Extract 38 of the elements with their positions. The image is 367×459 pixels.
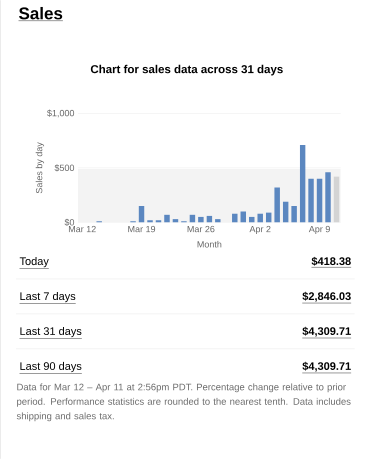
x-tick-label: Apr 9 [308, 226, 330, 234]
y-tick-label: $0 [64, 218, 74, 226]
bar [266, 212, 272, 222]
bar [198, 216, 204, 222]
bar [308, 178, 314, 222]
x-tick-label: Mar 26 [188, 226, 215, 232]
bar [334, 176, 340, 222]
bar [274, 188, 280, 222]
text: Last 7 days [20, 292, 76, 302]
bar [316, 178, 322, 222]
bar [325, 172, 331, 222]
bar [283, 202, 289, 222]
bar [240, 211, 246, 222]
text: Last 90 days [20, 362, 82, 372]
text: $418.38 [312, 256, 351, 266]
text: Last 31 days [20, 326, 82, 338]
chart-subtitle: Chart for sales data across 31 days [91, 64, 283, 76]
bar [292, 206, 298, 222]
text: $4,309.71 [302, 326, 351, 337]
bar [172, 219, 178, 222]
bar [164, 214, 170, 222]
bar [249, 216, 255, 222]
text: Data for Mar 12 – Apr 11 at 2:56pm PDT. Percentage change relative to prior period. Performance statistics are rounded to the nearest tenth. Data includes shipping and sales tax. [16, 383, 351, 422]
x-tick-label: Mar 12 [69, 226, 96, 232]
text: Today [20, 257, 49, 268]
text: $2,846.03 [302, 292, 351, 302]
y-axis-title: Sales by day [36, 142, 44, 194]
x-tick-label: Mar 19 [128, 226, 156, 232]
y-tick-label: $1,000 [47, 110, 74, 118]
x-tick-label: Apr 2 [250, 226, 271, 234]
bar [215, 219, 221, 222]
text: $4,309.71 [302, 362, 351, 372]
x-axis-title: Month [198, 240, 222, 248]
chart-title: Sales [19, 6, 62, 20]
y-tick-label: $500 [54, 164, 74, 172]
bar [258, 214, 264, 222]
bar [232, 214, 238, 222]
bar [300, 145, 306, 222]
